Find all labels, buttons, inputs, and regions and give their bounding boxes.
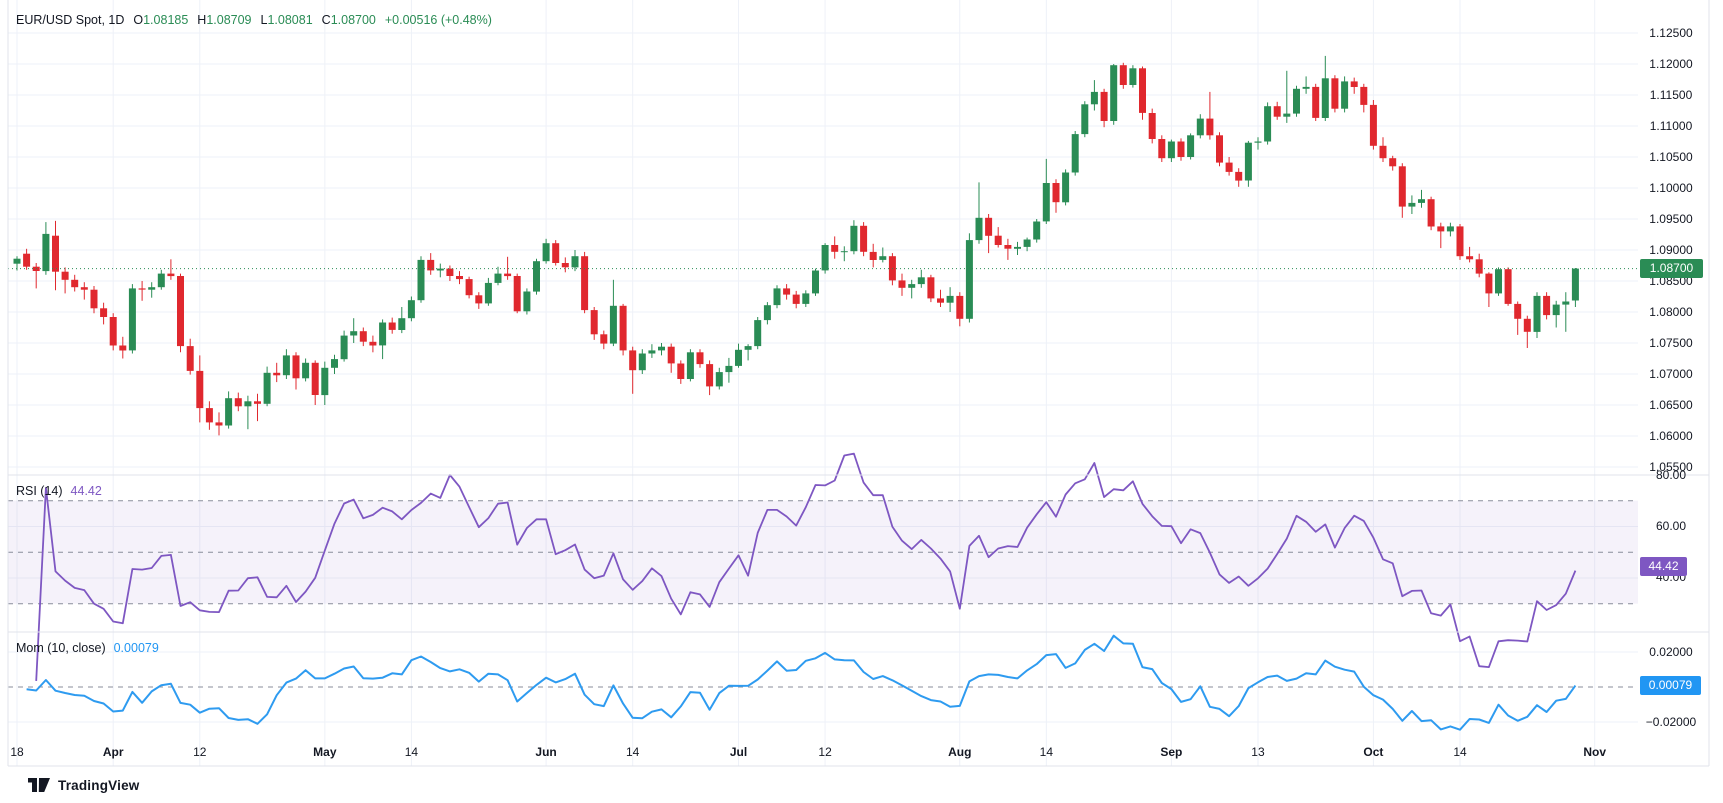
time-axis-label: 13	[1251, 745, 1265, 759]
change-value: +0.00516 (+0.48%)	[384, 13, 492, 27]
mom-value: 0.00079	[113, 641, 159, 655]
price-scale-label: 1.11500	[1649, 87, 1693, 102]
time-axis-label: 12	[818, 745, 832, 759]
price-scale-label: 1.07000	[1649, 366, 1693, 381]
price-scale-label: 1.06000	[1649, 428, 1693, 443]
mom-line	[26, 634, 1577, 731]
price-scale-label: 1.05500	[1649, 459, 1693, 474]
time-axis-label: May	[313, 745, 337, 759]
time-axis-label: Sep	[1160, 745, 1183, 759]
rsi-legend: RSI (14) 44.42	[16, 484, 102, 498]
price-scale-label: 1.10500	[1649, 149, 1693, 164]
ohlc-open: O1.08185	[133, 13, 189, 27]
time-axis-label: 12	[193, 745, 207, 759]
time-axis-label: 14	[404, 745, 419, 759]
mom-value-badge: 0.00079	[1640, 676, 1701, 696]
candlestick-series	[13, 55, 1579, 436]
rsi-label[interactable]: RSI (14)	[16, 484, 63, 498]
rsi-scale-label: 60.00	[1655, 518, 1687, 533]
last-price-badge: 1.08700	[1640, 259, 1703, 279]
tradingview-brand-text[interactable]: TradingView	[58, 777, 140, 793]
price-scale-label: 1.12000	[1649, 56, 1693, 71]
price-scale-label: 1.09000	[1649, 242, 1693, 257]
rsi-value: 44.42	[70, 484, 102, 498]
price-scale-label: 1.08000	[1649, 304, 1693, 319]
rsi-scale-label: 80.00	[1655, 467, 1687, 482]
price-scale-label: 1.09500	[1649, 211, 1693, 226]
time-axis-label: 18	[10, 745, 24, 759]
time-axis-label: Aug	[948, 745, 972, 759]
price-scale-label: 1.06500	[1649, 397, 1693, 412]
time-axis-label: 14	[625, 745, 640, 759]
rsi-value-badge: 44.42	[1640, 557, 1687, 577]
tradingview-logo-icon[interactable]	[28, 776, 51, 795]
symbol-legend: EUR/USD Spot, 1D O1.08185 H1.08709 L1.08081…	[16, 13, 492, 27]
mom-label[interactable]: Mom (10, close)	[16, 641, 106, 655]
ohlc-low: L1.08081	[260, 13, 313, 27]
time-axis-label: Nov	[1583, 745, 1606, 759]
symbol-title[interactable]: EUR/USD Spot, 1D	[16, 13, 125, 27]
mom-scale-label: −0.02000	[1645, 714, 1697, 729]
time-axis-label: Apr	[102, 745, 124, 759]
mom-legend: Mom (10, close) 0.00079	[16, 641, 159, 655]
price-scale-label: 1.12500	[1649, 25, 1693, 40]
rsi-line	[35, 452, 1577, 681]
time-axis-label: 14	[1039, 745, 1053, 759]
time-axis-label: Oct	[1363, 745, 1384, 759]
footer-bar: TradingView	[28, 773, 139, 797]
time-axis-label: Jun	[535, 745, 557, 759]
ohlc-close: C1.08700	[321, 13, 376, 27]
price-scale-label: 1.10000	[1649, 180, 1693, 195]
time-axis-label: Jul	[729, 745, 748, 759]
mom-scale-label: 0.02000	[1649, 644, 1693, 659]
ohlc-high: H1.08709	[197, 13, 252, 27]
price-scale-label: 1.11000	[1649, 118, 1693, 133]
price-scale-label: 1.07500	[1649, 335, 1693, 350]
time-axis-label: 14	[1453, 745, 1467, 759]
